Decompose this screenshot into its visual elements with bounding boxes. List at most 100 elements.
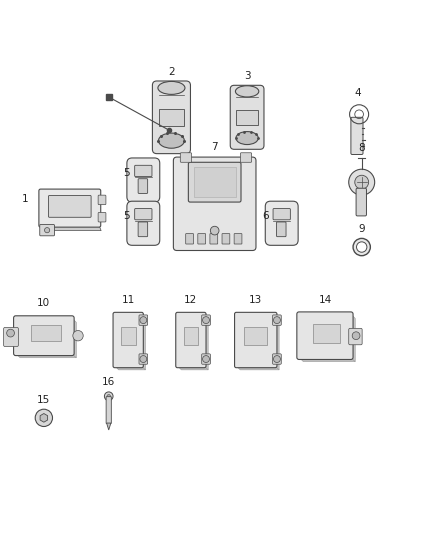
Polygon shape xyxy=(275,314,279,370)
Text: 5: 5 xyxy=(124,168,130,178)
Polygon shape xyxy=(41,225,101,231)
Circle shape xyxy=(73,330,83,341)
FancyBboxPatch shape xyxy=(176,312,206,368)
Polygon shape xyxy=(72,318,76,358)
Text: 12: 12 xyxy=(184,295,198,304)
Circle shape xyxy=(7,329,14,337)
Text: 13: 13 xyxy=(249,295,262,304)
FancyBboxPatch shape xyxy=(40,224,54,236)
Polygon shape xyxy=(40,414,48,422)
FancyBboxPatch shape xyxy=(98,213,106,222)
Text: 15: 15 xyxy=(37,395,50,405)
FancyBboxPatch shape xyxy=(202,315,210,325)
Text: 9: 9 xyxy=(358,224,365,234)
FancyBboxPatch shape xyxy=(202,354,210,364)
FancyBboxPatch shape xyxy=(39,189,101,227)
Ellipse shape xyxy=(158,82,185,94)
FancyBboxPatch shape xyxy=(121,327,135,345)
Polygon shape xyxy=(106,423,111,430)
Circle shape xyxy=(45,228,49,233)
Text: 10: 10 xyxy=(37,298,50,309)
Circle shape xyxy=(273,317,280,324)
FancyBboxPatch shape xyxy=(265,201,298,245)
Circle shape xyxy=(107,394,110,398)
FancyBboxPatch shape xyxy=(127,201,160,245)
FancyBboxPatch shape xyxy=(138,222,148,237)
Text: 2: 2 xyxy=(168,67,175,77)
FancyBboxPatch shape xyxy=(188,162,241,202)
FancyBboxPatch shape xyxy=(186,233,194,244)
Text: 8: 8 xyxy=(358,143,365,153)
Polygon shape xyxy=(141,314,145,370)
Text: 4: 4 xyxy=(354,88,361,98)
FancyBboxPatch shape xyxy=(272,354,281,364)
FancyBboxPatch shape xyxy=(244,327,267,345)
Polygon shape xyxy=(236,366,279,370)
FancyBboxPatch shape xyxy=(152,81,191,154)
FancyBboxPatch shape xyxy=(138,179,148,193)
Text: 1: 1 xyxy=(22,194,29,204)
FancyBboxPatch shape xyxy=(273,208,290,220)
FancyBboxPatch shape xyxy=(139,315,148,325)
Polygon shape xyxy=(177,366,208,370)
Text: 6: 6 xyxy=(262,211,268,221)
FancyBboxPatch shape xyxy=(159,109,184,126)
Text: 14: 14 xyxy=(318,295,332,304)
Polygon shape xyxy=(299,357,355,361)
FancyBboxPatch shape xyxy=(351,117,363,155)
Circle shape xyxy=(353,238,371,256)
FancyBboxPatch shape xyxy=(194,167,236,197)
Ellipse shape xyxy=(236,132,258,144)
FancyBboxPatch shape xyxy=(234,233,242,244)
Ellipse shape xyxy=(236,86,259,97)
FancyBboxPatch shape xyxy=(98,195,106,205)
Circle shape xyxy=(210,227,219,235)
Polygon shape xyxy=(351,314,355,361)
Text: 3: 3 xyxy=(244,71,251,82)
FancyBboxPatch shape xyxy=(184,327,198,345)
FancyBboxPatch shape xyxy=(236,110,258,125)
FancyBboxPatch shape xyxy=(272,315,281,325)
FancyBboxPatch shape xyxy=(198,233,205,244)
Circle shape xyxy=(104,392,113,401)
Text: 11: 11 xyxy=(122,295,135,304)
FancyBboxPatch shape xyxy=(139,354,148,364)
FancyBboxPatch shape xyxy=(14,316,74,356)
Polygon shape xyxy=(115,366,145,370)
Circle shape xyxy=(273,356,280,362)
Circle shape xyxy=(35,409,53,426)
Text: 16: 16 xyxy=(102,377,115,387)
Circle shape xyxy=(140,356,147,362)
FancyBboxPatch shape xyxy=(180,153,191,162)
Circle shape xyxy=(352,332,360,340)
FancyBboxPatch shape xyxy=(134,208,152,220)
Polygon shape xyxy=(16,353,76,358)
FancyBboxPatch shape xyxy=(49,196,91,217)
FancyBboxPatch shape xyxy=(134,165,152,176)
Circle shape xyxy=(202,356,209,362)
FancyBboxPatch shape xyxy=(297,312,353,359)
FancyBboxPatch shape xyxy=(173,157,256,251)
Circle shape xyxy=(349,169,374,195)
FancyBboxPatch shape xyxy=(276,222,286,237)
FancyBboxPatch shape xyxy=(235,312,277,368)
FancyBboxPatch shape xyxy=(356,188,367,216)
FancyBboxPatch shape xyxy=(4,327,18,346)
FancyBboxPatch shape xyxy=(106,397,111,424)
Circle shape xyxy=(357,242,367,252)
FancyBboxPatch shape xyxy=(32,325,60,341)
Circle shape xyxy=(140,317,147,324)
FancyBboxPatch shape xyxy=(210,233,218,244)
FancyBboxPatch shape xyxy=(349,328,362,345)
Text: 5: 5 xyxy=(124,211,130,221)
FancyBboxPatch shape xyxy=(113,312,143,368)
Ellipse shape xyxy=(159,133,184,148)
Circle shape xyxy=(202,317,209,324)
FancyBboxPatch shape xyxy=(127,158,160,202)
FancyBboxPatch shape xyxy=(222,233,230,244)
Circle shape xyxy=(355,175,369,189)
FancyBboxPatch shape xyxy=(313,325,340,343)
Text: 7: 7 xyxy=(212,142,218,152)
Polygon shape xyxy=(204,314,208,370)
FancyBboxPatch shape xyxy=(240,153,252,162)
